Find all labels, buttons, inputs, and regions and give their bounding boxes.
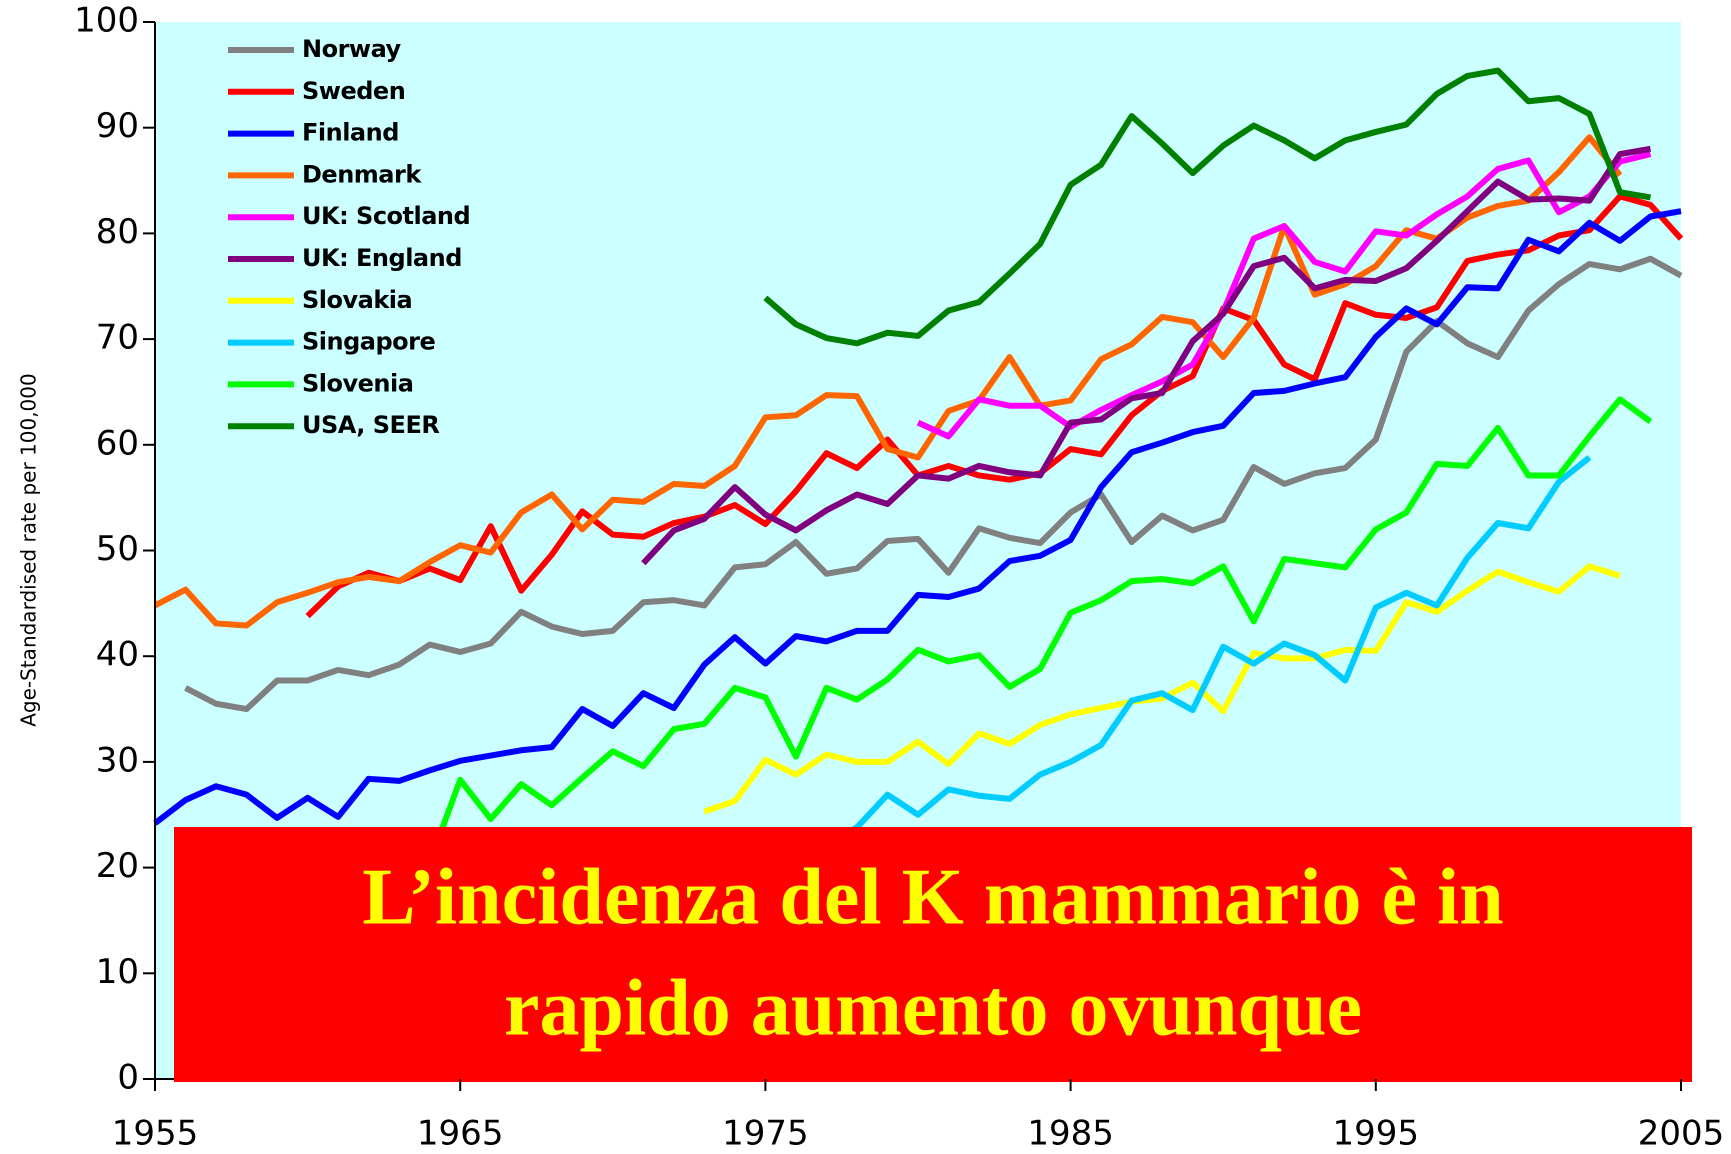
x-tick-label: 1995	[1333, 1114, 1420, 1154]
x-tick-label: 1955	[112, 1114, 199, 1154]
series-line	[703, 563, 1621, 815]
y-tick-label: 60	[96, 423, 139, 463]
legend-label: Slovenia	[302, 369, 413, 397]
legend-label: Sweden	[302, 77, 405, 105]
y-tick-label: 10	[96, 952, 139, 992]
series-line	[153, 208, 1682, 826]
legend-label: Singapore	[302, 328, 435, 356]
y-tick-label: 0	[117, 1058, 139, 1098]
y-tick-label: 30	[96, 740, 139, 780]
x-tick-label: 2005	[1638, 1114, 1725, 1154]
y-tick-label: 70	[96, 318, 139, 358]
annotation: rapido aumento ovunque	[504, 964, 1362, 1052]
y-tick-label: 40	[96, 635, 139, 675]
legend-label: UK: England	[302, 244, 462, 272]
series-line	[396, 396, 1653, 866]
y-tick-label: 50	[96, 529, 139, 569]
x-tick-label: 1985	[1027, 1114, 1114, 1154]
legend-label: Denmark	[302, 160, 422, 188]
series-line	[184, 255, 1683, 713]
annotation: L’incidenza del K mammario è in	[362, 853, 1503, 941]
y-tick-label: 80	[96, 212, 139, 252]
legend-label: Finland	[302, 119, 399, 147]
annotation-banner	[174, 827, 1692, 1082]
series-line	[641, 145, 1651, 566]
series-line	[763, 67, 1651, 347]
x-tick-label: 1965	[417, 1114, 504, 1154]
series-line	[916, 151, 1652, 440]
series-line	[305, 193, 1684, 619]
legend-label: UK: Scotland	[302, 202, 470, 230]
series-line	[825, 455, 1592, 846]
y-tick-label: 100	[74, 1, 139, 41]
x-tick-label: 1975	[722, 1114, 809, 1154]
y-tick-label: 20	[96, 846, 139, 886]
legend-label: Norway	[302, 35, 402, 63]
legend-label: Slovakia	[302, 286, 412, 314]
series-line	[153, 134, 1623, 629]
legend-label: USA, SEER	[302, 411, 439, 439]
y-axis-label: Age-Standardised rate per 100,000	[17, 373, 41, 727]
y-tick-label: 90	[96, 106, 139, 146]
